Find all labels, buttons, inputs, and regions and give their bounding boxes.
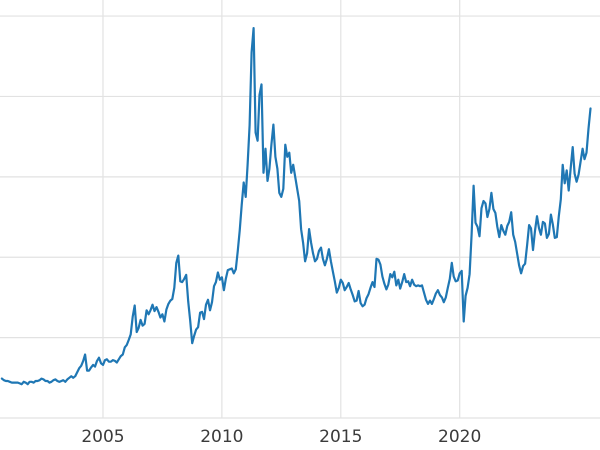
x-tick-label-2010: 2010 (200, 427, 243, 447)
series-line-price (0, 27, 592, 386)
x-tick-label-2015: 2015 (319, 427, 362, 447)
x-tick-label-2005: 2005 (81, 427, 124, 447)
x-tick-label-2020: 2020 (438, 427, 481, 447)
